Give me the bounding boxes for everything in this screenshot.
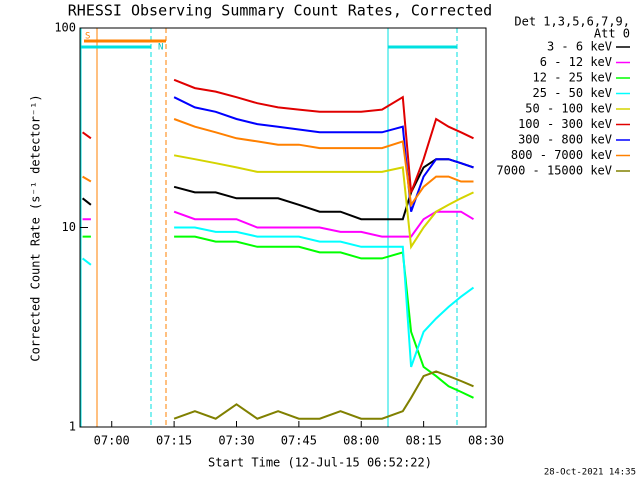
x-tick-label: 07:30 xyxy=(218,434,254,448)
series-line xyxy=(173,154,474,250)
legend-title: Det 1,3,5,6,7,9, xyxy=(514,15,630,29)
legend-label: 800 - 7000 keV xyxy=(511,148,612,162)
legend-title: Att 0 xyxy=(594,27,630,41)
series-line xyxy=(81,158,474,221)
x-tick-label: 07:45 xyxy=(281,434,317,448)
series-line xyxy=(82,210,475,238)
annotation: N xyxy=(158,43,163,53)
series-line xyxy=(173,96,474,213)
series-line xyxy=(173,370,474,420)
series-line xyxy=(82,118,474,208)
y-tick-label: 100 xyxy=(54,21,76,35)
annotation: S xyxy=(85,32,90,42)
x-tick-label: 08:00 xyxy=(343,434,379,448)
legend-label: 7000 - 15000 keV xyxy=(496,164,612,178)
legend-label: 50 - 100 keV xyxy=(525,102,612,116)
x-tick-label: 08:30 xyxy=(468,434,504,448)
footer: 28-Oct-2021 14:35 xyxy=(544,468,636,478)
y-tick-label: 10 xyxy=(62,220,76,234)
x-tick-label: 08:15 xyxy=(406,434,442,448)
legend-label: 6 - 12 keV xyxy=(540,55,612,69)
y-axis-label: Corrected Count Rate (s⁻¹ detector⁻¹) xyxy=(29,94,43,361)
legend-label: 300 - 800 keV xyxy=(518,133,612,147)
series-line xyxy=(82,235,474,399)
legend-label: 12 - 25 keV xyxy=(533,71,612,85)
x-axis-label: Start Time (12-Jul-15 06:52:22) xyxy=(208,456,432,470)
legend-label: 100 - 300 keV xyxy=(518,117,612,131)
legend-label: 3 - 6 keV xyxy=(547,40,612,54)
series-line xyxy=(81,226,475,368)
y-tick-label: 1 xyxy=(69,420,76,434)
x-tick-label: 07:15 xyxy=(156,434,192,448)
chart-title: RHESSI Observing Summary Count Rates, Co… xyxy=(68,2,492,20)
legend-label: 25 - 50 keV xyxy=(533,86,612,100)
series-line xyxy=(82,78,474,193)
x-tick-label: 07:00 xyxy=(94,434,130,448)
